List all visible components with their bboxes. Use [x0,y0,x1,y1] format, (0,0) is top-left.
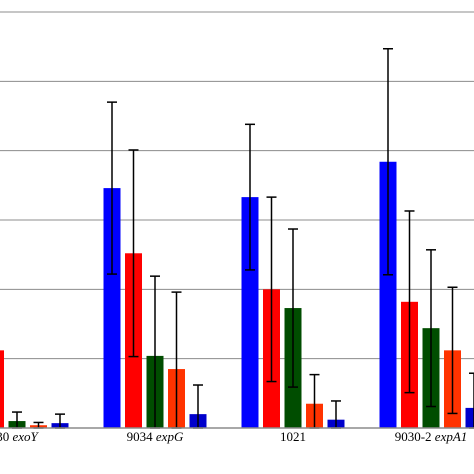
error-bar [107,101,117,275]
bar [379,161,397,428]
bar [465,407,474,428]
error-bar [404,210,415,394]
error-bar [128,149,139,358]
bar [103,188,121,428]
error-bar [426,249,436,408]
error-bar [288,228,298,388]
x-tick-label: 1021 [280,429,306,444]
error-bar [266,196,277,383]
bar [241,197,259,428]
error-bar [245,123,255,271]
x-tick-label: 9030-2 expA1 [395,429,468,444]
x-tick-label: 9034 expG [127,429,184,444]
x-tick-label: 30 exoY [0,429,40,444]
error-bar [383,47,393,276]
bar [0,350,4,428]
error-bar [447,286,458,415]
